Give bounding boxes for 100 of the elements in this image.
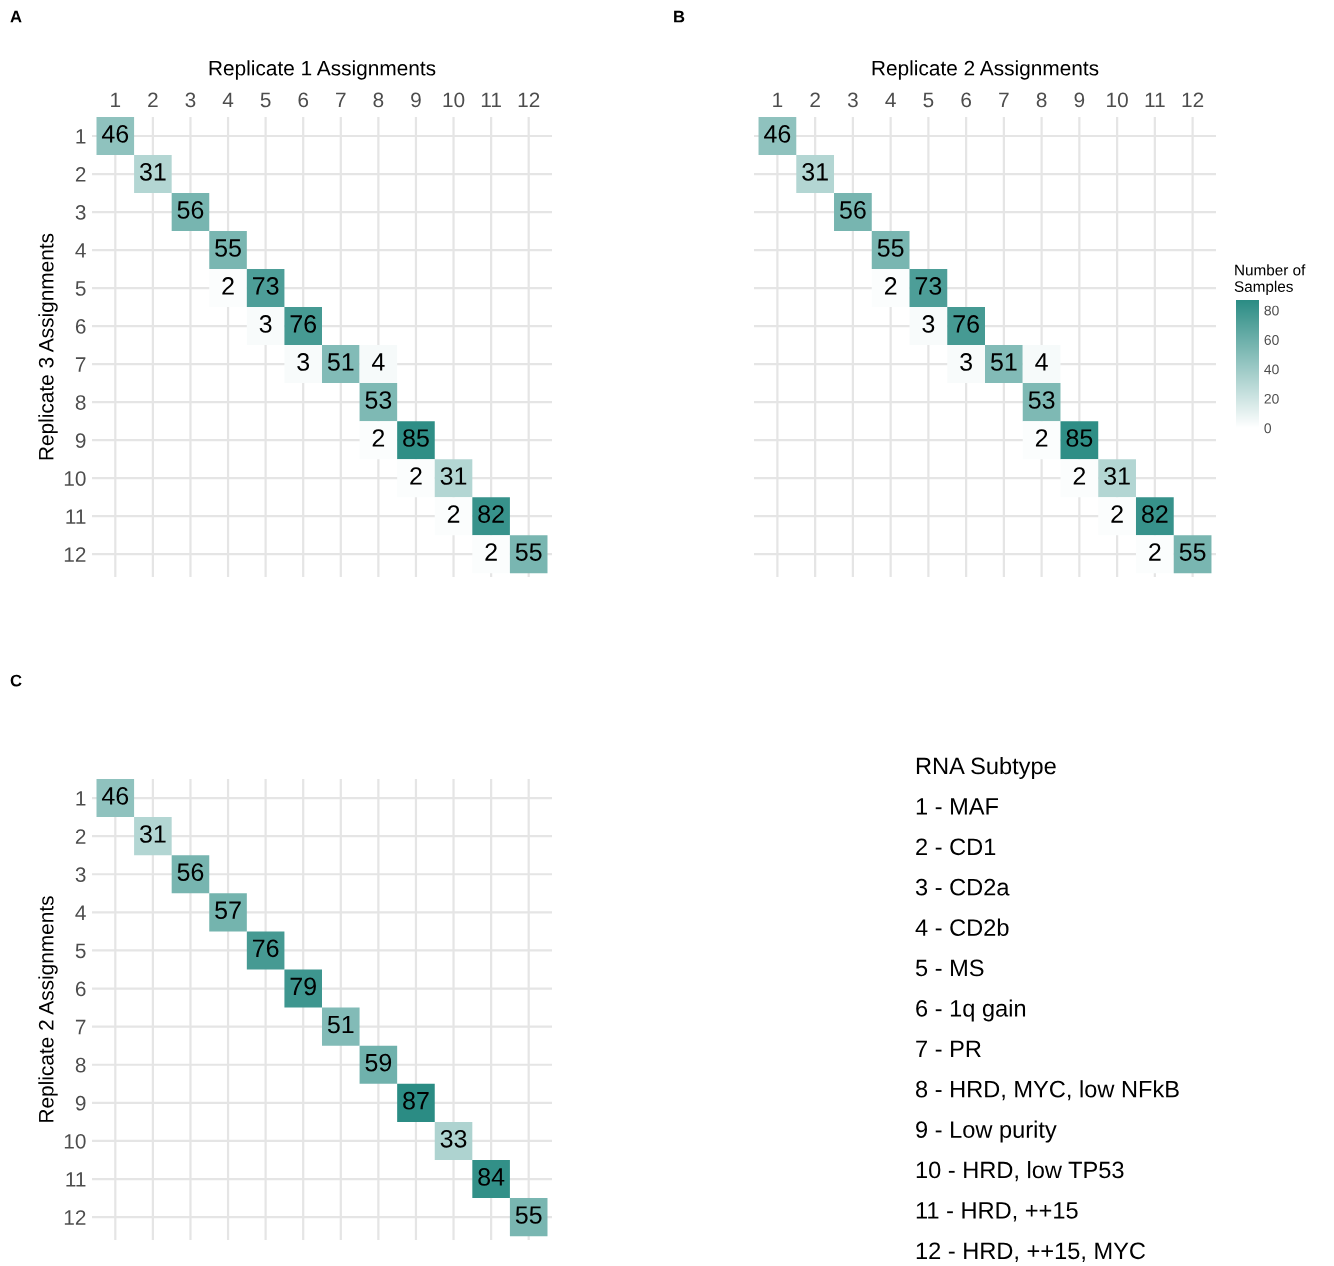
x-tick-label: 7	[336, 92, 346, 108]
y-tick-label: 6	[75, 981, 86, 997]
x-tick-label: 6	[961, 92, 972, 108]
data-label: 31	[1104, 467, 1130, 485]
data-label: 55	[515, 1206, 542, 1224]
data-label: 31	[139, 825, 166, 843]
data-label: 82	[478, 505, 504, 523]
data-label: 2	[447, 505, 460, 523]
text: 5 - MS	[915, 959, 984, 977]
data-label: 73	[253, 277, 279, 295]
color-bar-label: 40	[1264, 364, 1279, 375]
text: B	[674, 10, 685, 23]
y-tick-label: 4	[75, 905, 86, 920]
x-tick-label: 9	[1074, 92, 1085, 108]
x-tick-label: 12	[518, 92, 540, 108]
y-tick-label: 12	[64, 547, 86, 562]
y-tick-label: 10	[64, 1133, 86, 1149]
x-tick-label: 2	[148, 92, 158, 108]
x-tick-label: 3	[847, 92, 858, 108]
data-label: 85	[403, 429, 429, 447]
color-bar-label: 60	[1264, 335, 1279, 345]
data-label: 2	[1035, 429, 1048, 447]
data-label: 2	[884, 277, 897, 295]
data-label: 76	[290, 315, 317, 333]
y-tick-label: 1	[76, 129, 86, 144]
text: 7 - PR	[916, 1040, 981, 1057]
data-label: 3	[922, 315, 935, 333]
x-tick-label: 2	[810, 92, 820, 108]
y-tick-label: 11	[66, 1172, 86, 1187]
text: 6 - 1q gain	[916, 999, 1026, 1022]
y-tick-label: 1	[76, 791, 86, 806]
text: 9 - Low purity	[916, 1120, 1057, 1143]
y-tick-label: 7	[75, 1019, 86, 1035]
y-tick-label: 6	[75, 319, 86, 334]
data-label: 2	[1111, 505, 1123, 523]
y-tick-label: 9	[75, 1095, 86, 1111]
data-label: 31	[440, 467, 467, 485]
data-label: 2	[485, 543, 497, 561]
y-tick-label: 3	[75, 867, 86, 882]
data-label: 33	[440, 1129, 467, 1148]
text: 2 - CD1	[916, 838, 996, 856]
data-label: 59	[365, 1053, 392, 1072]
data-label: 51	[327, 1015, 354, 1034]
data-label: 85	[1066, 429, 1093, 447]
y-tick-label: 4	[75, 243, 86, 258]
x-tick-label: 6	[298, 92, 309, 108]
x-tick-label: 3	[185, 92, 196, 108]
x-tick-label: 4	[222, 92, 234, 108]
color-bar-title: Number of Samples	[1234, 264, 1306, 295]
y-axis-title: Replicate 2 Assignments	[38, 896, 58, 1122]
data-label: 31	[802, 163, 828, 181]
data-label: 56	[177, 201, 204, 219]
data-label: 2	[410, 467, 422, 485]
data-label: 73	[915, 277, 942, 295]
chart-title: Replicate 1 Assignments	[209, 60, 436, 80]
y-tick-label: 10	[64, 471, 86, 486]
y-tick-label: 11	[66, 509, 86, 524]
x-tick-label: 11	[481, 92, 501, 108]
x-tick-label: 12	[1182, 92, 1204, 108]
x-tick-label: 10	[1107, 92, 1128, 108]
y-axis-title: Replicate 3 Assignments	[38, 233, 58, 460]
data-label: 53	[365, 391, 392, 409]
data-label: 56	[177, 863, 204, 881]
data-label: 2	[1149, 543, 1161, 561]
data-label: 56	[839, 201, 866, 219]
data-label: 2	[1073, 467, 1086, 485]
data-label: 46	[101, 787, 129, 805]
y-tick-label: 5	[75, 943, 86, 959]
data-label: 55	[215, 239, 241, 257]
text: C	[10, 674, 22, 687]
data-label: 2	[372, 429, 385, 447]
text: 4 - CD2b	[915, 918, 1009, 936]
chart-title: Replicate 2 Assignments	[872, 60, 1099, 80]
y-tick-label: 2	[75, 829, 86, 844]
text: 3 - CD2a	[915, 878, 1010, 896]
text: 1 - MAF	[916, 798, 999, 815]
data-label: 51	[990, 353, 1017, 371]
x-tick-label: 8	[1036, 92, 1047, 108]
text: A	[10, 10, 22, 23]
color-bar-label: 20	[1264, 393, 1279, 404]
x-tick-label: 4	[885, 92, 896, 108]
x-tick-label: 9	[411, 92, 421, 108]
data-label: 46	[101, 125, 129, 143]
text: 10 - HRD, low TP53	[916, 1160, 1124, 1182]
y-tick-label: 8	[75, 1057, 86, 1073]
data-label: 76	[253, 939, 279, 958]
data-label: 87	[403, 1091, 429, 1110]
x-tick-label: 5	[260, 92, 271, 108]
data-label: 3	[259, 315, 272, 333]
data-label: 84	[478, 1168, 505, 1186]
data-label: 79	[290, 977, 316, 996]
y-tick-label: 12	[64, 1210, 86, 1225]
x-tick-label: 11	[1145, 92, 1165, 108]
color-bar-label: 0	[1264, 423, 1272, 434]
x-tick-label: 8	[373, 92, 384, 108]
data-label: 31	[139, 163, 166, 181]
data-label: 3	[960, 353, 972, 371]
x-tick-label: 10	[443, 92, 465, 108]
data-label: 82	[1142, 505, 1168, 523]
data-label: 2	[222, 277, 234, 295]
